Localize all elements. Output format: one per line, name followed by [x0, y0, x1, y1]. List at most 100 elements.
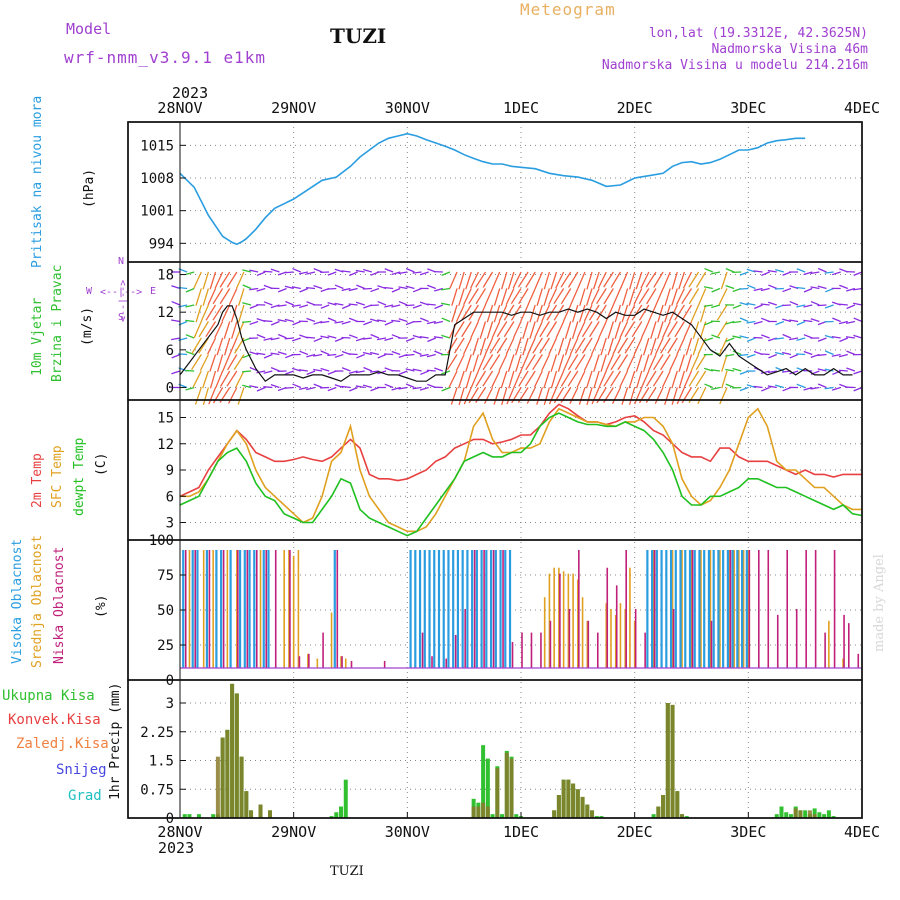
wind-arrow	[306, 386, 316, 391]
wind-arrow	[228, 387, 238, 404]
wind-arrow	[810, 318, 820, 323]
wind-arrow	[695, 271, 707, 288]
legend-conv-rain: Konvek.Kisa	[8, 712, 101, 728]
wind-arrow	[472, 354, 479, 372]
wind-arrow	[238, 304, 245, 323]
precip-conv-bar	[476, 806, 481, 818]
wind-arrow	[631, 304, 643, 321]
wind-arrow	[475, 370, 487, 387]
wind-arrow	[619, 321, 629, 339]
wind-arrow	[640, 321, 650, 339]
wind-arrow	[610, 354, 622, 371]
wind-arrow	[270, 337, 280, 341]
precip-conv-bar	[225, 729, 230, 818]
wind-arrow	[363, 366, 373, 372]
wind-arrow	[520, 304, 529, 322]
wind-arrow	[298, 369, 308, 372]
wind-arrow	[306, 271, 316, 275]
wind-arrow	[817, 285, 827, 290]
precip-total-bar	[779, 806, 784, 818]
wind-arrow	[688, 288, 700, 305]
wind-arrow	[369, 351, 380, 356]
wind-arrow	[249, 385, 259, 389]
wind-arrow	[661, 321, 671, 339]
wind-arrow	[370, 287, 380, 293]
wind-arrow	[405, 353, 415, 357]
y-tick-label: 1001	[140, 204, 174, 220]
y-tick-label: 3	[166, 516, 174, 532]
wind-arrow	[341, 304, 351, 310]
precip-total-bar	[485, 758, 490, 818]
wind-arrow	[638, 288, 650, 305]
y-tick-label: 15	[157, 411, 174, 427]
wind-arrow	[419, 335, 429, 339]
wind-arrow	[398, 318, 408, 323]
wind-arrow	[434, 367, 444, 372]
wind-arrow	[235, 370, 245, 388]
wind-arrow	[767, 370, 777, 374]
wind-arrow	[512, 321, 522, 339]
wind-arrow	[619, 370, 629, 388]
wind-arrow	[341, 320, 351, 325]
precip-conv-bar	[566, 779, 571, 818]
wind-arrow	[223, 337, 231, 356]
wind-arrow	[669, 354, 678, 372]
wind-arrow	[441, 334, 451, 339]
wind-arrow	[717, 321, 728, 338]
wind-arrow	[634, 387, 643, 405]
wind-arrow	[685, 354, 693, 372]
precip-total-bar	[334, 812, 339, 818]
wind-arrow	[853, 370, 863, 375]
wind-arrow	[320, 320, 330, 324]
wind-arrow	[285, 300, 294, 306]
temp-line-2	[179, 412, 863, 537]
wind-arrow	[377, 319, 387, 323]
wind-arrow	[578, 304, 586, 323]
wind-arrow	[720, 271, 728, 290]
precip-conv-bar	[230, 683, 235, 818]
wind-arrow	[277, 319, 287, 323]
wind-arrow	[633, 288, 643, 305]
wind-arrow	[845, 336, 855, 339]
precip-conv-bar	[552, 810, 557, 818]
wind-arrow	[398, 386, 408, 390]
wind-arrow	[208, 387, 217, 405]
wind-arrow	[171, 370, 181, 375]
wind-arrow	[555, 271, 565, 289]
wind-arrow	[605, 304, 614, 322]
wind-arrow	[853, 317, 863, 323]
wind-arrow	[667, 337, 678, 354]
wind-arrow	[219, 288, 231, 305]
wind-arrow	[591, 337, 600, 355]
wind-arrow	[539, 337, 550, 354]
wind-arrow	[205, 304, 217, 321]
x-tick-label-top: 29NOV	[271, 99, 316, 117]
wind-arrow	[230, 304, 238, 323]
wind-arrow	[600, 354, 607, 372]
wind-arrow	[313, 337, 323, 343]
wind-arrow	[207, 288, 217, 306]
wind-arrow	[518, 370, 529, 387]
wind-arrow	[263, 370, 273, 374]
wind-arrow	[789, 337, 799, 341]
precip-total-bar	[599, 816, 604, 818]
wind-arrow	[498, 354, 508, 372]
precip-conv-bar	[680, 814, 685, 818]
wind-arrow	[600, 337, 607, 356]
wind-arrow	[746, 320, 756, 324]
wind-arrow	[405, 267, 415, 273]
wind-arrow	[628, 288, 636, 306]
wind-arrow	[603, 271, 614, 288]
wind-arrow	[508, 370, 515, 389]
wind-arrow	[263, 320, 273, 323]
wind-arrow	[591, 387, 600, 405]
wind-arrow	[654, 387, 664, 404]
wind-arrow	[484, 337, 494, 355]
y-tick-label: 50	[157, 603, 174, 619]
wind-arrow	[327, 287, 337, 290]
x-tick-label-bottom: 30NOV	[385, 823, 430, 841]
wind-arrow	[760, 303, 770, 306]
wind-arrow	[457, 370, 465, 389]
wind-arrow	[235, 271, 245, 289]
wind-arrow	[284, 285, 294, 290]
